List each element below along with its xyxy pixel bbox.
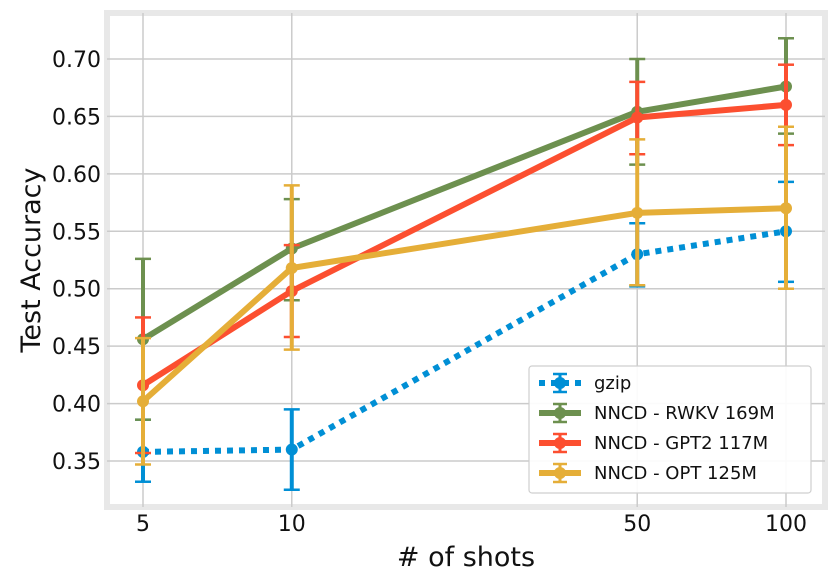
data-point [285, 262, 298, 275]
data-point [780, 98, 792, 111]
series-line [142, 228, 787, 455]
legend-label: NNCD - GPT2 117M [594, 433, 768, 454]
y-tick-label: 0.65 [52, 105, 101, 130]
legend-item: NNCD - OPT 125M [539, 462, 757, 484]
y-tick-label: 0.40 [52, 393, 101, 418]
y-tick-label: 0.55 [52, 220, 101, 245]
y-tick-label: 0.70 [52, 48, 101, 73]
y-tick-label: 0.60 [52, 163, 101, 188]
series-line [140, 205, 789, 405]
legend-item: NNCD - RWKV 169M [539, 402, 775, 424]
legend-marker [554, 467, 566, 479]
x-axis-ticks: 5 10 50 100 [136, 512, 807, 537]
x-tick-label: 10 [278, 512, 306, 537]
data-point [285, 443, 298, 456]
legend-label: NNCD - RWKV 169M [594, 403, 775, 424]
y-tick-label: 0.35 [52, 450, 101, 475]
data-point [631, 206, 644, 219]
legend-marker [554, 407, 566, 419]
y-tick-label: 0.50 [52, 278, 101, 303]
series-layer [135, 37, 794, 492]
x-tick-label: 50 [623, 512, 651, 537]
legend-label: NNCD - OPT 125M [594, 463, 757, 484]
legend-marker [554, 377, 566, 389]
x-tick-label: 100 [765, 512, 807, 537]
y-axis-label: Test Accuracy [16, 167, 47, 353]
legend-marker [554, 437, 566, 449]
series-line [140, 83, 789, 343]
data-point [137, 395, 149, 408]
y-axis-ticks: 0.35 0.40 0.45 0.50 0.55 0.60 0.65 0.70 [52, 48, 101, 475]
data-point [780, 202, 792, 215]
data-point [631, 111, 644, 124]
x-tick-label: 5 [136, 512, 150, 537]
legend-box [528, 365, 812, 494]
series-3 [135, 125, 794, 466]
legend-item: gzip [539, 372, 631, 394]
x-axis-label: # of shots [397, 542, 535, 573]
y-tick-label: 0.45 [52, 335, 101, 360]
legend-label: gzip [594, 373, 631, 394]
legend-item: NNCD - GPT2 117M [539, 432, 768, 454]
legend: gzip NNCD - RWKV 169M NNCD - GPT2 117M NNCD… [528, 365, 812, 494]
